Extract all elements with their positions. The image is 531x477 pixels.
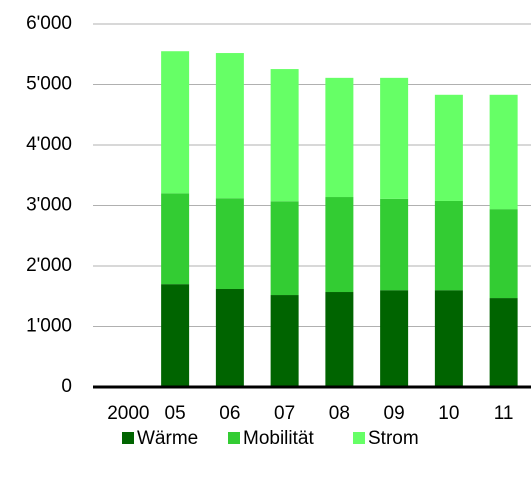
x-tick-label: 05	[165, 403, 186, 424]
legend-label: Mobilität	[243, 428, 314, 449]
bar-segment	[215, 288, 244, 387]
bar-segment	[270, 201, 299, 296]
bar-segment	[434, 94, 463, 201]
bar-segment	[380, 77, 409, 199]
legend-label: Wärme	[137, 428, 198, 449]
y-tick-label: 2'000	[26, 255, 72, 276]
bar-segment	[325, 197, 354, 293]
y-tick-label: 6'000	[26, 13, 72, 34]
bar-segment	[325, 292, 354, 387]
bar-segment	[270, 295, 299, 387]
y-tick-label: 1'000	[26, 316, 72, 337]
bar-segment	[489, 94, 518, 210]
bar-segment	[380, 290, 409, 387]
bar-segment	[161, 284, 190, 387]
y-tick-label: 5'000	[26, 74, 72, 95]
y-tick-label: 3'000	[26, 195, 72, 216]
x-tick-label: 11	[494, 403, 514, 424]
legend-label: Strom	[368, 428, 419, 449]
bar-segment	[215, 53, 244, 199]
legend-swatch	[353, 432, 365, 444]
legend-swatch	[228, 432, 240, 444]
bar-segment	[161, 193, 190, 285]
x-tick-label: 09	[384, 403, 405, 424]
bar-segment	[215, 198, 244, 289]
y-tick-label: 0	[61, 376, 72, 397]
bar-segment	[325, 77, 354, 198]
x-tick-label: 08	[329, 403, 350, 424]
bar-segment	[434, 200, 463, 291]
bar-segment	[380, 198, 409, 291]
y-tick-label: 4'000	[26, 134, 72, 155]
x-tick-label: 10	[438, 403, 459, 424]
x-tick-label: 07	[274, 403, 295, 424]
x-tick-label: 06	[219, 403, 240, 424]
x-tick-label: 2000	[107, 403, 149, 424]
legend-swatch	[122, 432, 134, 444]
bar-segment	[161, 51, 190, 194]
bar-segment	[489, 209, 518, 299]
bar-segment	[434, 290, 463, 387]
bar-segment	[489, 298, 518, 387]
bar-segment	[270, 69, 299, 202]
